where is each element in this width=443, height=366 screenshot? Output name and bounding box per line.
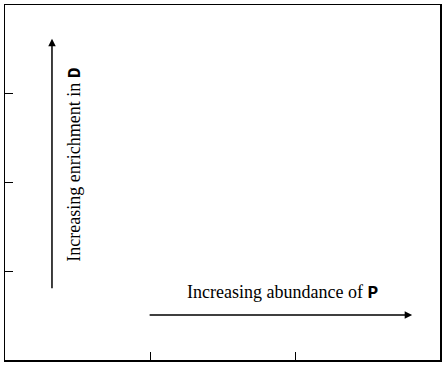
svg-text:Increasing abundance of P: Increasing abundance of P xyxy=(187,282,378,303)
svg-text:Increasing enrichment in D: Increasing enrichment in D xyxy=(64,67,85,261)
